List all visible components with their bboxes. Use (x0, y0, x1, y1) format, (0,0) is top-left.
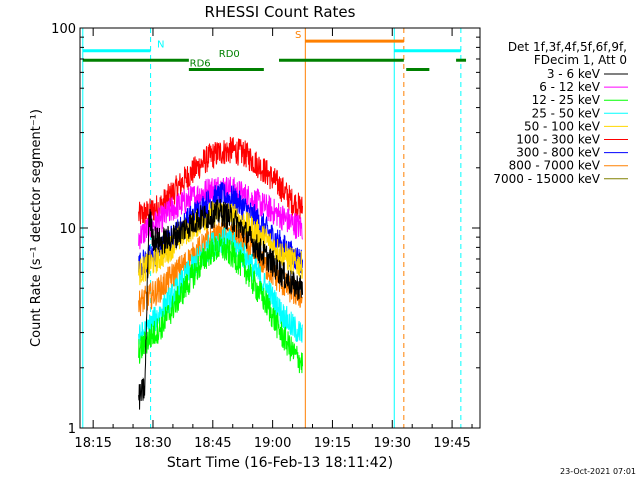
data-series (138, 136, 304, 410)
legend-label: 100 - 300 keV (516, 133, 600, 147)
series-line (138, 136, 304, 225)
series-line (138, 198, 304, 410)
y-axis-ticks: 1 10 100 (51, 22, 480, 437)
state-bar-label-n: N (157, 40, 164, 51)
x-tick-label: 19:45 (433, 436, 470, 451)
footer-date: 23-Oct-2021 07:01 (560, 467, 636, 476)
y-tick-label: 1 (68, 422, 76, 437)
legend-label: 50 - 100 keV (524, 119, 601, 133)
state-bar-label-s: S (295, 30, 301, 41)
state-bar-label-rd6: RD6 (190, 59, 211, 70)
state-bar-label-rd0: RD0 (219, 49, 240, 60)
y-tick-label: 10 (59, 222, 76, 237)
legend-label: 800 - 7000 keV (509, 159, 601, 173)
legend-header-line-2: FDecim 1, Att 0 (534, 53, 627, 67)
legend-label: 300 - 800 keV (516, 146, 600, 160)
legend-label: 6 - 12 keV (539, 80, 601, 94)
legend-label: 3 - 6 keV (547, 67, 601, 81)
legend: Det 1f,3f,4f,5f,6f,9f, FDecim 1, Att 0 3… (493, 40, 628, 186)
x-tick-label: 19:30 (374, 436, 411, 451)
y-tick-label: 100 (51, 22, 76, 37)
chart-title: RHESSI Count Rates (205, 3, 356, 21)
series-line (138, 233, 304, 374)
x-tick-label: 19:00 (254, 436, 291, 451)
x-axis-ticks: 18:15 18:30 18:45 19:00 19:15 19:30 19:45 (74, 28, 473, 451)
x-tick-label: 18:15 (74, 436, 111, 451)
attenuator-state-bars: N S RD0 RD6 (82, 30, 467, 72)
x-tick-label: 18:45 (194, 436, 231, 451)
x-tick-label: 19:15 (314, 436, 351, 451)
plot-frame (79, 27, 481, 429)
legend-label: 25 - 50 keV (532, 106, 601, 120)
y-axis-label: Count Rate (s⁻¹ detector segment⁻¹) (29, 109, 44, 347)
legend-label: 12 - 25 keV (532, 93, 601, 107)
x-axis-label: Start Time (16-Feb-13 18:11:42) (167, 455, 393, 471)
legend-label: 7000 - 15000 keV (493, 172, 600, 186)
x-tick-label: 18:30 (134, 436, 171, 451)
legend-header-line-1: Det 1f,3f,4f,5f,6f,9f, (508, 40, 627, 54)
vertical-marker-lines (82, 28, 462, 428)
